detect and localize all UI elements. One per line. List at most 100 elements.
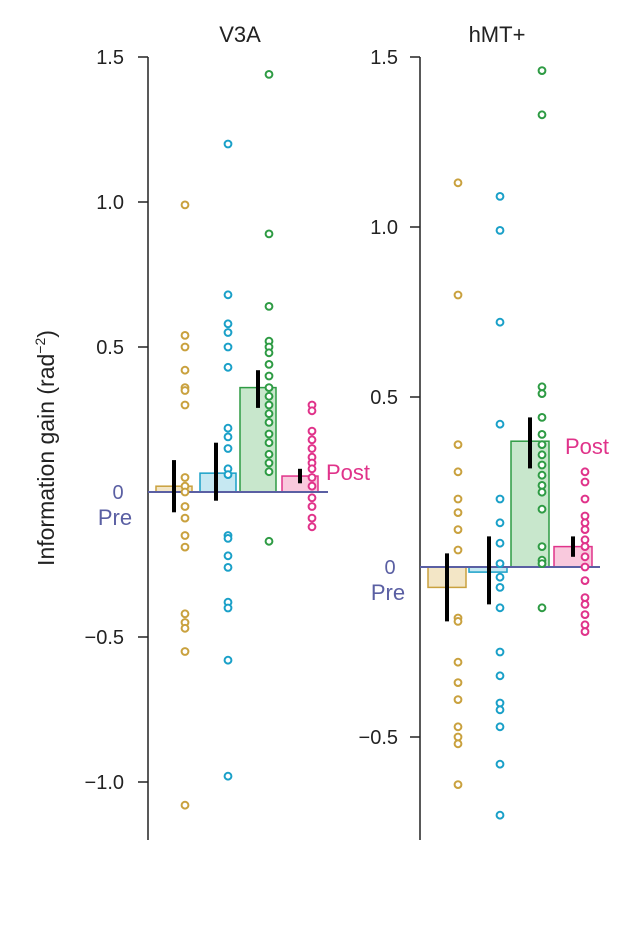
data-point — [580, 620, 590, 630]
data-point — [537, 559, 547, 568]
data-point — [495, 722, 505, 732]
data-point — [495, 317, 505, 327]
data-point — [180, 800, 190, 810]
data-point — [223, 290, 233, 300]
data-point — [223, 319, 233, 329]
data-point — [180, 342, 190, 352]
y-axis-label-main: Information gain (rad — [33, 354, 59, 566]
data-point — [453, 508, 463, 517]
data-point — [537, 413, 547, 422]
data-point — [453, 440, 463, 450]
data-point — [453, 545, 463, 555]
data-point — [180, 386, 190, 395]
data-point — [264, 229, 274, 239]
data-point — [580, 593, 590, 602]
data-point — [537, 487, 547, 497]
data-point — [180, 487, 190, 497]
data-point — [495, 419, 505, 429]
data-point — [223, 470, 233, 480]
data-point — [264, 400, 274, 410]
data-point — [307, 406, 317, 416]
y-axis-label-close: ) — [33, 330, 59, 338]
panel-title: hMT+ — [469, 22, 526, 47]
data-point — [453, 695, 463, 704]
data-point — [537, 450, 547, 460]
data-point — [223, 534, 233, 543]
data-point — [580, 542, 590, 551]
data-point — [495, 671, 505, 681]
data-point — [307, 435, 317, 445]
data-point — [580, 477, 590, 487]
data-point — [264, 449, 274, 459]
data-point — [453, 678, 463, 687]
data-point — [580, 467, 590, 477]
data-point — [495, 572, 505, 582]
data-point — [495, 647, 505, 657]
data-point — [223, 444, 233, 453]
data-point — [495, 603, 505, 613]
y-tick-label: −0.5 — [359, 727, 398, 749]
data-point — [180, 365, 190, 375]
data-point — [537, 470, 547, 480]
data-point — [453, 467, 463, 477]
data-point — [495, 226, 505, 235]
data-point — [307, 481, 317, 491]
data-point — [453, 732, 463, 742]
data-point — [495, 538, 505, 548]
data-point — [580, 610, 590, 619]
data-point — [580, 576, 590, 585]
y-tick-label: 1.0 — [370, 217, 398, 239]
data-point — [453, 290, 463, 300]
data-point — [180, 542, 190, 552]
data-point — [264, 391, 274, 401]
data-point — [495, 583, 505, 592]
data-point — [223, 563, 233, 572]
data-point — [223, 328, 233, 337]
data-point — [537, 430, 547, 439]
data-point — [223, 771, 233, 781]
data-point — [180, 609, 190, 619]
data-point — [264, 360, 274, 369]
data-point — [180, 473, 190, 482]
y-tick-label: −0.5 — [85, 627, 124, 649]
data-point — [580, 600, 590, 609]
data-point — [537, 504, 547, 514]
data-point — [264, 348, 274, 358]
data-point — [580, 511, 590, 521]
zero-label: 0 — [112, 482, 123, 504]
post-label: Post — [326, 460, 370, 485]
data-point — [264, 467, 274, 477]
data-point — [537, 603, 547, 613]
data-point — [580, 552, 590, 562]
panel-title: V3A — [219, 22, 261, 47]
data-point — [453, 178, 463, 188]
data-point — [307, 426, 317, 436]
y-tick-label: 0.5 — [370, 387, 398, 409]
data-point — [180, 502, 190, 511]
pre-label: Pre — [371, 580, 405, 605]
data-point — [307, 444, 317, 453]
data-point — [537, 481, 547, 490]
data-point — [307, 493, 317, 503]
data-point — [537, 389, 547, 399]
data-point — [180, 531, 190, 540]
data-point — [495, 494, 505, 504]
data-point — [223, 342, 233, 352]
data-point — [537, 542, 547, 551]
data-point — [223, 139, 233, 149]
data-point — [264, 409, 274, 419]
data-point — [580, 518, 590, 528]
data-point — [307, 513, 317, 523]
data-point — [223, 423, 233, 433]
data-point — [495, 518, 505, 528]
data-point — [495, 192, 505, 201]
y-tick-label: 1.5 — [96, 47, 124, 69]
data-point — [580, 535, 590, 545]
data-point — [180, 200, 190, 210]
data-point — [453, 722, 463, 732]
data-point — [453, 525, 463, 534]
y-tick-label: 1.0 — [96, 192, 124, 214]
data-point — [537, 460, 547, 470]
data-point — [264, 371, 274, 381]
data-point — [495, 705, 505, 715]
